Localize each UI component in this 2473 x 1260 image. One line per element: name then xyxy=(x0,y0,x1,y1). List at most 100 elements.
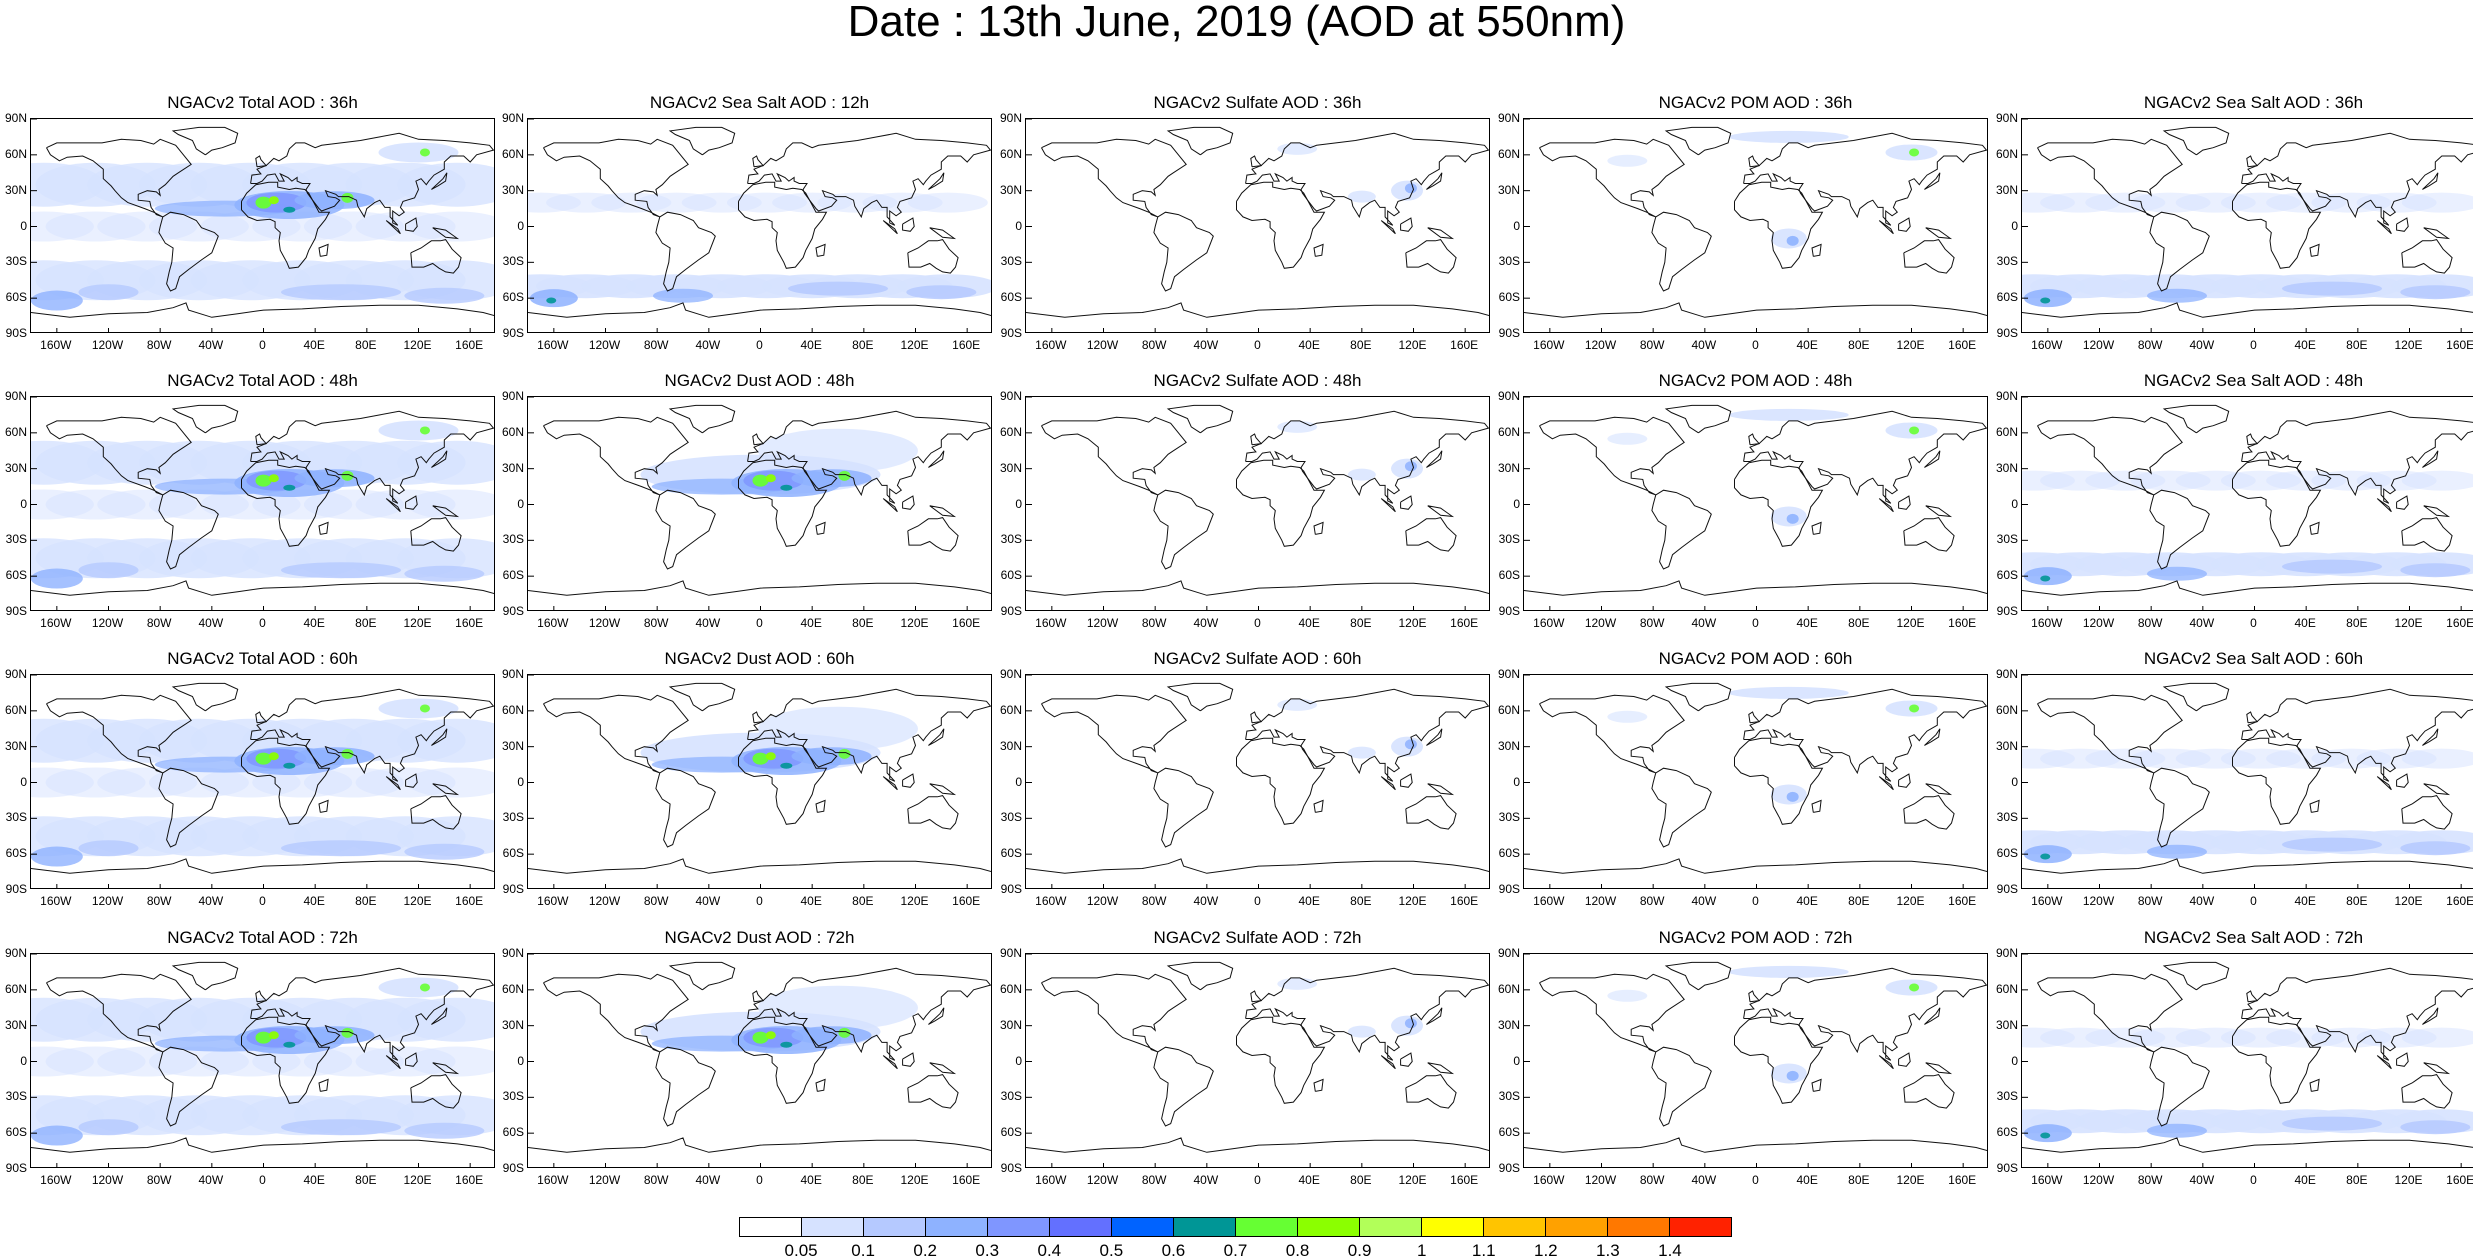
coastline xyxy=(882,776,898,791)
lon-label: 120E xyxy=(2394,338,2423,352)
lat-label: 90N xyxy=(999,389,1022,403)
lon-label: 80E xyxy=(2346,894,2368,908)
aod-field xyxy=(255,1031,272,1044)
lat-label: 60S xyxy=(5,846,27,861)
lat-label: 0 xyxy=(2011,1053,2018,1068)
lat-label: 90N xyxy=(4,667,27,681)
coastline xyxy=(1236,459,1326,547)
coastline xyxy=(882,498,898,513)
map-panel xyxy=(30,674,495,889)
lon-label: 80W xyxy=(643,616,669,630)
coastline xyxy=(1026,858,1489,874)
lon-label: 40W xyxy=(198,1173,224,1187)
lon-label: 80E xyxy=(852,1173,874,1187)
panel-title: NGACv2 POM AOD : 48h xyxy=(1658,371,1853,390)
coastline xyxy=(1651,489,1712,570)
coastline xyxy=(1903,239,1955,274)
coastline xyxy=(1878,776,1894,791)
aod-field xyxy=(838,1027,851,1038)
map-canvas xyxy=(2022,119,2473,332)
map-canvas xyxy=(1524,397,1987,610)
lat-label: 60S xyxy=(1000,568,1022,583)
lat-label: 90N xyxy=(4,389,27,403)
lon-label: 120E xyxy=(1398,616,1427,630)
lat-label: 0 xyxy=(517,774,524,789)
lat-label: 0 xyxy=(1513,1053,1520,1068)
lon-label: 120W xyxy=(588,894,621,908)
colorbar-swatch xyxy=(1360,1218,1422,1236)
lon-label: 120W xyxy=(2082,616,2115,630)
lon-label: 80E xyxy=(355,1173,377,1187)
coastline xyxy=(2162,961,2230,991)
coastline xyxy=(2037,694,2183,774)
coastline xyxy=(1664,682,1732,712)
coastline xyxy=(1524,302,1987,318)
lon-label: 40W xyxy=(1691,338,1717,352)
coastline xyxy=(2246,433,2259,446)
coastline xyxy=(738,181,828,269)
coastline xyxy=(250,967,494,1061)
lat-label: 30S xyxy=(502,810,524,825)
coastline xyxy=(543,416,689,496)
map-panel xyxy=(2021,396,2473,611)
coastline xyxy=(2396,1052,2409,1067)
coastline xyxy=(2232,1016,2322,1104)
aod-field xyxy=(1404,461,1417,472)
aod-field xyxy=(2147,844,2207,859)
coastline xyxy=(405,773,418,788)
lat-label: 60S xyxy=(5,568,27,583)
lon-label: 0 xyxy=(1752,616,1759,630)
lon-label: 160E xyxy=(1450,616,1479,630)
lat-label: 30N xyxy=(999,738,1022,753)
lat-label: 30S xyxy=(1498,1089,1520,1104)
lat-label: 60S xyxy=(1996,568,2018,583)
coastline xyxy=(1903,517,1955,552)
lat-label: 30N xyxy=(501,460,524,475)
lon-label: 160E xyxy=(455,616,484,630)
lat-label: 30N xyxy=(1995,1017,2018,1032)
lat-label: 0 xyxy=(20,218,27,233)
coastline xyxy=(46,973,192,1053)
coastline xyxy=(752,990,765,1003)
map-panel xyxy=(1025,396,1490,611)
coastline xyxy=(1427,227,1455,240)
aod-field xyxy=(1607,989,1648,1002)
coastline xyxy=(1925,227,1953,240)
map-panel xyxy=(1025,674,1490,889)
lat-label: 0 xyxy=(1513,496,1520,511)
coastline xyxy=(1313,1078,1324,1092)
lon-label: 80E xyxy=(852,894,874,908)
coastline xyxy=(1748,711,1761,724)
aod-field xyxy=(419,148,430,157)
lon-label: 120E xyxy=(900,338,929,352)
coastline xyxy=(1236,1016,1326,1104)
coastline xyxy=(1026,580,1489,596)
lat-label: 30N xyxy=(1497,182,1520,197)
map-canvas xyxy=(31,954,494,1167)
coastline xyxy=(2162,682,2230,712)
colorbar-swatch xyxy=(988,1218,1050,1236)
coastline xyxy=(2376,498,2392,513)
lat-label: 30N xyxy=(999,460,1022,475)
map-panel xyxy=(527,953,992,1168)
map-canvas xyxy=(2022,397,2473,610)
map-canvas xyxy=(528,954,991,1167)
coastline xyxy=(1153,1046,1214,1127)
aod-field xyxy=(838,748,851,759)
panel-title: NGACv2 Sulfate AOD : 48h xyxy=(1153,371,1362,390)
lat-label: 60N xyxy=(1995,424,2018,439)
coastline xyxy=(1380,776,1396,791)
panel-title: NGACv2 Sulfate AOD : 60h xyxy=(1153,649,1362,668)
main-title: Date : 13th June, 2019 (AOD at 550nm) xyxy=(847,0,1626,46)
coastline xyxy=(2422,728,2439,746)
lon-label: 120W xyxy=(91,616,124,630)
coastline xyxy=(1166,126,1234,156)
coastline xyxy=(158,211,219,292)
coastline xyxy=(250,688,494,782)
coastline xyxy=(1924,172,1941,190)
coastline xyxy=(1925,783,1953,796)
coastline xyxy=(668,961,736,991)
lon-label: 80E xyxy=(1848,338,1870,352)
aod-field xyxy=(2282,1116,2382,1131)
